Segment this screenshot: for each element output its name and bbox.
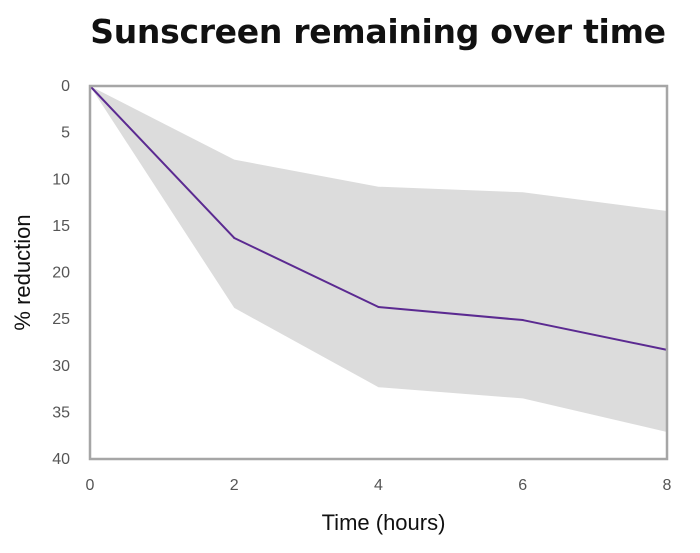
plot-frame	[88, 84, 669, 461]
x-axis-ticks: 0 2 4 6 8	[86, 477, 672, 494]
y-tick-label: 15	[52, 218, 70, 235]
y-tick-label: 20	[52, 265, 70, 282]
y-tick-label: 30	[52, 358, 70, 375]
x-tick-label: 6	[518, 477, 527, 494]
y-tick-label: 40	[52, 451, 70, 468]
y-axis-ticks: 0 5 10 15 20 25 30 35 40	[52, 78, 70, 468]
y-tick-label: 0	[61, 78, 70, 95]
x-tick-label: 0	[86, 477, 95, 494]
y-tick-label: 10	[52, 171, 70, 188]
x-tick-label: 2	[230, 477, 239, 494]
x-tick-label: 8	[663, 477, 672, 494]
x-tick-label: 4	[374, 477, 383, 494]
y-tick-label: 35	[52, 404, 70, 421]
x-axis-title: Time (hours)	[322, 510, 446, 535]
y-tick-label: 25	[52, 311, 70, 328]
data-point	[233, 236, 236, 239]
band-layer	[90, 86, 667, 432]
data-point	[521, 319, 524, 322]
chart-title: Sunscreen remaining over time	[90, 12, 666, 51]
range-band	[90, 86, 667, 432]
y-tick-label: 5	[61, 125, 70, 142]
data-point	[377, 306, 380, 309]
y-axis-title: % reduction	[10, 214, 35, 330]
